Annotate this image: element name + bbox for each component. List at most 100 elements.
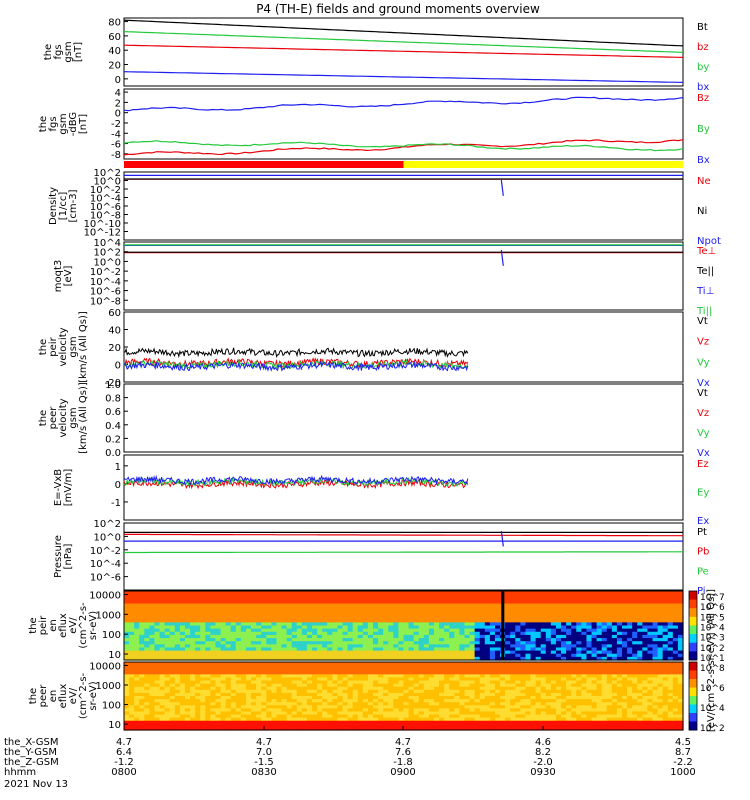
spectrogram-cell	[235, 717, 242, 722]
spectrogram-cell	[622, 641, 628, 645]
spectrogram-cell	[550, 711, 557, 716]
spectrogram-cell	[164, 705, 171, 709]
spectrogram-cell	[469, 609, 476, 614]
spectrogram-cell	[601, 594, 608, 598]
spectrogram-cell	[281, 597, 288, 602]
spectrogram-cell	[601, 677, 608, 682]
spectrogram-cell	[505, 665, 511, 669]
series-line-Pb	[124, 533, 683, 537]
spectrogram-cell	[505, 597, 511, 602]
spectrogram-cell	[408, 647, 415, 652]
spectrogram-cell	[433, 717, 440, 722]
spectrogram-cell	[190, 656, 196, 661]
spectrogram-cell	[169, 628, 176, 633]
spectrogram-cell	[240, 597, 247, 602]
spectrogram-cell	[367, 714, 374, 719]
spectrogram-cell	[367, 591, 374, 595]
spectrogram-cell	[190, 619, 196, 623]
spectrogram-cell	[373, 662, 379, 666]
spectrogram-cell	[510, 717, 516, 722]
legend-entry-1: bz	[697, 42, 709, 53]
spectrogram-cell	[515, 656, 521, 661]
spectrogram-cell	[190, 638, 196, 642]
spectrogram-cell	[408, 597, 415, 602]
spectrogram-cell	[464, 705, 471, 709]
spectrogram-cell	[281, 683, 288, 688]
spectrogram-cell	[240, 696, 247, 700]
spectrogram-cell	[327, 619, 333, 623]
spectrogram-cell	[494, 631, 501, 636]
spectrogram-cell	[200, 708, 206, 713]
y-tick-label: 40	[108, 326, 121, 337]
spectrogram-cell	[413, 638, 420, 642]
spectrogram-cell	[378, 641, 384, 645]
spectrogram-cell	[276, 668, 283, 672]
spectrogram-cell	[220, 705, 227, 709]
spectrogram-cell	[561, 708, 567, 713]
spectrogram-cell	[657, 665, 664, 669]
series-line-Ex	[123, 474, 469, 486]
spectrogram-cell	[327, 711, 333, 716]
spectrogram-cell	[332, 616, 339, 620]
spectrogram-cell	[413, 625, 420, 630]
spectrogram-cell	[230, 631, 237, 636]
spectrogram-cell	[464, 616, 471, 620]
spectrogram-cell	[129, 674, 135, 679]
spectrogram-cell	[266, 641, 272, 645]
spectrogram-cell	[555, 723, 562, 728]
spectrogram-cell	[616, 720, 623, 725]
spectrogram-cell	[134, 647, 140, 652]
spectrogram-cell	[408, 609, 415, 614]
spectrogram-cell	[433, 702, 440, 706]
spectrogram-cell	[479, 683, 486, 688]
spectrogram-cell	[454, 665, 460, 669]
spectrogram-cell	[398, 662, 405, 666]
spectrogram-cell	[367, 638, 374, 642]
spectrogram-cell	[566, 594, 572, 598]
spectrogram-cell	[555, 653, 562, 658]
spectrogram-cell	[322, 696, 328, 700]
spectrogram-cell	[139, 683, 145, 688]
spectrogram-cell	[596, 702, 603, 706]
spectrogram-cell	[245, 680, 252, 685]
spectrogram-cell	[606, 628, 613, 633]
spectrogram-cell	[174, 726, 181, 731]
spectrogram-cell	[611, 591, 618, 595]
spectrogram-cell	[454, 606, 460, 611]
spectrogram-cell	[484, 622, 491, 627]
y-label-line: peer	[48, 406, 59, 430]
spectrogram-cell	[301, 726, 308, 731]
spectrogram-cell	[454, 686, 460, 691]
spectrogram-cell	[494, 603, 501, 608]
spectrogram-cell	[342, 650, 349, 655]
spectrogram-cell	[464, 600, 471, 605]
spectrogram-cell	[291, 616, 298, 620]
spectrogram-gap	[501, 591, 505, 660]
spectrogram-cell	[373, 656, 379, 661]
spectrogram-cell	[545, 717, 552, 722]
spectrogram-cell	[667, 600, 674, 605]
spectrogram-cell	[352, 606, 359, 611]
spectrogram-cell	[403, 609, 410, 614]
spectrogram-cell	[179, 671, 186, 675]
spectrogram-cell	[134, 625, 140, 630]
spectrogram-cell	[494, 689, 501, 694]
spectrogram-cell	[261, 662, 267, 666]
spectrogram-cell	[652, 625, 659, 630]
spectrogram-cell	[281, 702, 288, 706]
spectrogram-cell	[332, 689, 339, 694]
spectrogram-cell	[545, 622, 552, 627]
spectrogram-cell	[230, 609, 237, 614]
spectrogram-cell	[357, 653, 364, 658]
spectrogram-cell	[647, 699, 654, 703]
spectrogram-cell	[586, 683, 593, 688]
spectrogram-cell	[576, 662, 582, 666]
spectrogram-cell	[642, 606, 649, 611]
spectrogram-cell	[312, 631, 318, 636]
spectrogram-cell	[179, 705, 186, 709]
spectrogram-cell	[596, 726, 603, 731]
spectrogram-cell	[184, 591, 191, 595]
spectrogram-cell	[144, 696, 151, 700]
spectrogram-cell	[215, 689, 222, 694]
spectrogram-cell	[413, 671, 420, 675]
